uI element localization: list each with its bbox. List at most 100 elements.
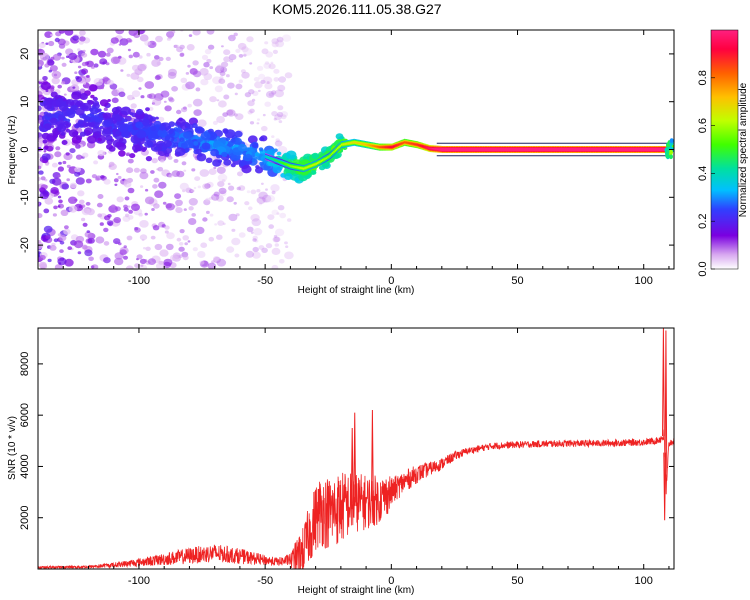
noise-blob [127, 158, 134, 164]
noise-blob [163, 258, 173, 267]
noise-blob [43, 225, 53, 233]
noise-blob [152, 225, 160, 231]
signal-blob [311, 152, 319, 159]
noise-blob [219, 190, 227, 197]
noise-blob [57, 257, 67, 266]
ridge-segment [538, 148, 541, 151]
noise-blob [174, 44, 179, 49]
noise-blob [150, 170, 155, 174]
ridge-segment [324, 157, 326, 160]
noise-blob [153, 177, 160, 183]
ridge-segment [332, 152, 334, 154]
noise-blob [178, 246, 185, 252]
noise-blob [274, 228, 285, 237]
signal-blob [157, 129, 168, 138]
noise-blob [252, 235, 258, 240]
noise-blob [226, 246, 235, 253]
ridge-segment [629, 148, 632, 151]
noise-blob [38, 146, 42, 151]
noise-blob [240, 69, 246, 74]
ridge-segment [292, 165, 295, 168]
noise-blob [39, 254, 46, 261]
ridge-segment [348, 142, 350, 145]
noise-blob [123, 207, 129, 212]
ridge-segment [555, 148, 557, 151]
noise-blob [90, 48, 99, 56]
noise-blob [99, 58, 108, 65]
noise-blob [200, 260, 208, 267]
noise-blob [97, 50, 107, 58]
y-tick-label: 8000 [19, 352, 31, 376]
noise-blob [48, 40, 55, 47]
ridge-segment [338, 146, 340, 149]
ridge-segment [562, 148, 565, 151]
signal-blob [46, 112, 52, 118]
noise-blob [256, 196, 266, 204]
signal-blob [196, 153, 207, 162]
snr-spike [664, 330, 668, 481]
ridge-segment [643, 148, 646, 151]
ridge-segment [597, 148, 599, 151]
snr-spike [662, 328, 665, 437]
signal-blob [201, 142, 211, 150]
noise-blob [228, 213, 238, 222]
noise-blob [40, 176, 46, 181]
ridge-segment [335, 148, 338, 151]
signal-blob [61, 140, 68, 145]
noise-blob [103, 257, 111, 264]
noise-blob [125, 265, 134, 269]
ridge-segment [386, 146, 388, 149]
signal-blob [276, 151, 282, 156]
noise-blob [227, 182, 231, 186]
noise-blob [103, 227, 109, 233]
noise-blob [38, 142, 43, 148]
noise-blob [96, 202, 103, 208]
ridge-segment [334, 149, 336, 152]
signal-blob [90, 107, 99, 115]
signal-blob [107, 99, 111, 102]
noise-blob [154, 75, 161, 81]
x-tick-label: -50 [257, 575, 273, 587]
ridge-segment [367, 144, 369, 146]
noise-blob [280, 114, 287, 120]
ridge-segment [445, 148, 447, 151]
noise-blob [75, 144, 81, 149]
ridge-segment [309, 165, 311, 168]
noise-blob [262, 113, 266, 117]
noise-blob [163, 100, 167, 103]
signal-blob [158, 143, 163, 147]
noise-blob [167, 155, 173, 160]
signal-blob [57, 114, 64, 120]
ridge-segment [319, 160, 321, 163]
snr-xlabel: Height of straight line (km) [298, 585, 415, 596]
noise-blob [137, 63, 147, 72]
noise-blob [212, 120, 218, 125]
ridge-segment [627, 148, 629, 151]
signal-blob [75, 135, 83, 141]
ridge-segment [395, 144, 397, 147]
noise-blob [138, 55, 143, 59]
ridge-segment [265, 155, 267, 158]
noise-blob [182, 255, 189, 261]
ridge-segment [321, 159, 324, 162]
ridge-segment [268, 157, 271, 159]
ridge-segment [533, 148, 536, 151]
noise-blob [192, 70, 202, 78]
ridge-segment [515, 148, 517, 151]
ridge-segment [305, 166, 307, 169]
x-tick-label: 50 [511, 275, 523, 287]
noise-blob [114, 183, 118, 186]
ridge-segment [623, 148, 625, 151]
ridge-segment [561, 148, 564, 151]
signal-blob [184, 140, 194, 149]
noise-blob [136, 254, 143, 260]
noise-blob [216, 99, 220, 102]
ridge-segment [467, 148, 469, 151]
noise-blob [85, 60, 94, 68]
noise-blob [188, 198, 198, 206]
signal-blob [255, 166, 263, 174]
ridge-segment [641, 148, 643, 151]
ridge-segment [444, 148, 446, 151]
ridge-segment [267, 156, 270, 159]
signal-blob [84, 122, 90, 127]
